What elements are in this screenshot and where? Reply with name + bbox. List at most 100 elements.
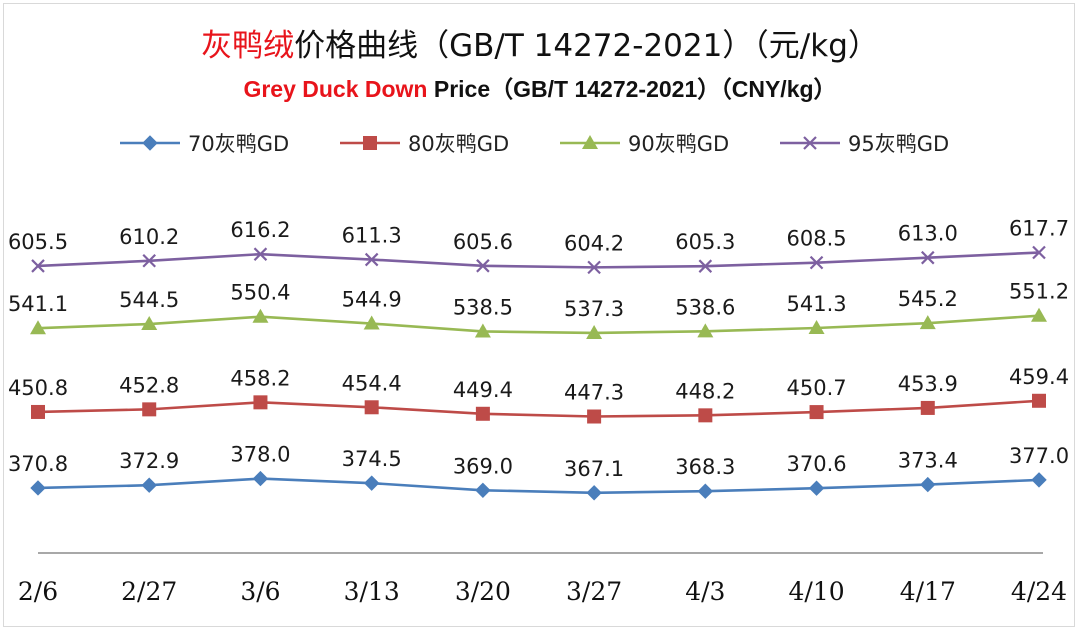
data-label: 605.3	[675, 230, 735, 254]
data-point	[1031, 307, 1047, 322]
data-point	[364, 400, 379, 415]
data-label: 608.5	[786, 227, 846, 251]
data-label: 374.5	[342, 447, 402, 471]
series-3: 541.1 544.5 550.4 544.9 538.5 537.3 538.6 541.3…	[8, 280, 1069, 339]
chart-frame	[3, 3, 1075, 627]
data-label: 610.2	[119, 225, 179, 249]
data-point	[475, 406, 490, 421]
x-tick-label: 4/17	[900, 577, 956, 606]
data-point	[252, 470, 269, 487]
data-label: 538.6	[675, 295, 735, 319]
data-label: 541.3	[786, 292, 846, 316]
chart-title-en-rest: Price（GB/T 14272-2021）（CNY/kg）	[427, 76, 837, 102]
x-tick-label: 4/10	[788, 577, 844, 606]
x-tick-label: 3/6	[240, 577, 280, 606]
legend-label: 95灰鸭GD	[848, 132, 949, 156]
data-point	[30, 480, 46, 496]
data-point	[586, 485, 602, 501]
data-label: 537.3	[564, 297, 624, 321]
data-label: 372.9	[119, 449, 179, 473]
data-point	[1032, 393, 1046, 408]
data-point	[364, 252, 379, 267]
series-line	[37, 399, 1040, 418]
data-label: 538.5	[453, 295, 513, 319]
chart-title-cn-highlight: 灰鸭绒	[201, 28, 295, 64]
data-label: 544.5	[119, 288, 179, 312]
data-point	[363, 475, 380, 491]
chart-legend: 70灰鸭GD 80灰鸭GD 90灰鸭GD 95灰鸭GD	[120, 132, 949, 156]
series-4: 605.5 610.2 616.2 611.3 605.6 604.2 605.3 608.5…	[8, 217, 1069, 275]
data-point	[808, 480, 825, 496]
series-line	[37, 477, 1040, 495]
legend-marker-diamond	[142, 135, 158, 151]
series-layer: 370.8 372.9 378.0 374.5 369.0 367.1 368.3 370.6…	[8, 217, 1069, 501]
data-label: 373.4	[898, 449, 958, 473]
data-point	[142, 254, 156, 268]
x-tick-label: 3/13	[344, 577, 400, 606]
data-label: 370.6	[786, 452, 846, 476]
data-label: 545.2	[898, 287, 958, 311]
series-1: 370.8 372.9 378.0 374.5 369.0 367.1 368.3 370.6…	[8, 443, 1069, 501]
x-tick-label: 4/24	[1011, 577, 1067, 606]
data-label: 369.0	[453, 454, 513, 478]
data-point	[809, 255, 824, 270]
data-label: 378.0	[230, 443, 290, 467]
data-point	[1032, 245, 1046, 260]
data-label: 367.1	[564, 457, 624, 481]
data-point	[809, 405, 824, 420]
data-point	[253, 395, 268, 410]
data-label: 453.9	[898, 372, 958, 396]
chart-title-en: Grey Duck Down Price（GB/T 14272-2021）（CN…	[0, 70, 1080, 104]
data-point	[141, 316, 158, 331]
x-axis-ticks: 2/6 2/27 3/6 3/13 3/20 3/27 4/3 4/10 4/17 4/24	[18, 577, 1067, 606]
data-point	[587, 260, 601, 275]
data-point	[31, 404, 45, 419]
data-point	[252, 308, 269, 323]
chart-title-en-highlight: Grey Duck Down	[243, 76, 428, 102]
data-point	[474, 323, 491, 338]
data-label: 452.8	[119, 373, 179, 397]
data-label: 605.6	[453, 230, 513, 254]
data-point	[141, 477, 157, 493]
data-label: 605.5	[8, 230, 68, 254]
legend-marker-x	[803, 136, 817, 150]
data-label: 617.7	[1009, 217, 1069, 241]
data-point	[476, 259, 490, 273]
data-point	[698, 259, 713, 273]
data-label: 541.1	[8, 292, 68, 316]
data-point	[698, 408, 713, 423]
data-label: 450.8	[8, 376, 68, 400]
data-label: 368.3	[675, 455, 735, 479]
legend-marker-square	[363, 136, 377, 150]
data-point	[253, 247, 268, 261]
legend-item-3: 90灰鸭GD	[560, 132, 729, 156]
data-label: 544.9	[342, 288, 402, 312]
x-tick-label: 3/20	[455, 577, 511, 606]
data-point	[587, 409, 602, 424]
data-point	[921, 250, 935, 265]
data-point	[475, 482, 491, 499]
data-label: 448.2	[675, 379, 735, 403]
x-tick-label: 2/6	[18, 577, 58, 606]
x-tick-label: 3/27	[566, 577, 622, 606]
legend-marker-triangle	[582, 135, 598, 149]
data-point	[920, 400, 935, 415]
legend-item-2: 80灰鸭GD	[340, 132, 509, 156]
data-label: 551.2	[1009, 280, 1069, 304]
data-label: 613.0	[898, 222, 958, 246]
series-line	[37, 314, 1040, 335]
legend-item-1: 70灰鸭GD	[120, 132, 289, 156]
data-point	[808, 319, 825, 334]
data-label: 611.3	[342, 224, 402, 248]
data-label: 449.4	[453, 378, 513, 402]
data-label: 450.7	[786, 376, 846, 400]
data-point	[920, 476, 936, 493]
data-point	[697, 323, 714, 338]
data-label: 604.2	[564, 231, 624, 255]
legend-label: 90灰鸭GD	[628, 132, 729, 156]
legend-label: 70灰鸭GD	[188, 132, 289, 156]
data-label: 550.4	[230, 281, 290, 305]
data-point	[1031, 472, 1047, 488]
series-2: 450.8 452.8 458.2 454.4 449.4 447.3 448.2 450.7…	[8, 365, 1069, 424]
